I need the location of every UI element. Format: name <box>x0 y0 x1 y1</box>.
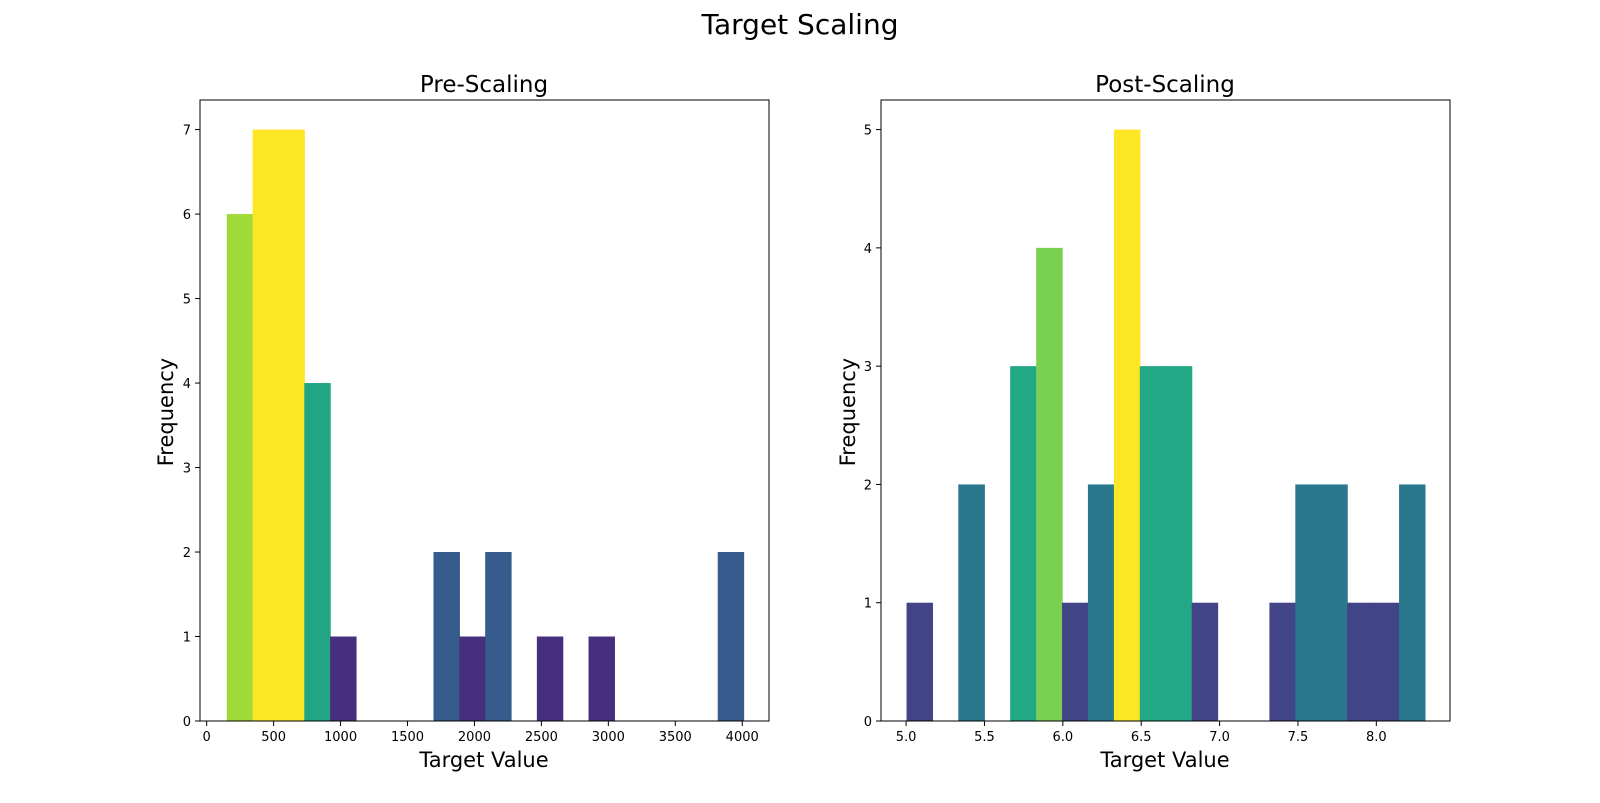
histogram-bar <box>1321 484 1348 721</box>
histogram-bar <box>1269 602 1296 721</box>
x-tick-label: 6.5 <box>1131 730 1152 745</box>
y-ticks-group: 0 1 2 3 4 5 <box>864 124 881 730</box>
y-tick-label: 2 <box>183 546 191 561</box>
histogram-bar <box>1036 247 1063 722</box>
histogram-bar <box>588 636 615 721</box>
y-tick-label: 3 <box>864 360 872 375</box>
histogram-bar <box>1347 602 1374 721</box>
y-tick-label: 3 <box>183 462 191 477</box>
histogram-bar <box>1191 602 1219 721</box>
y-tick-label: 1 <box>183 631 191 646</box>
y-axis-label: Frequency <box>836 358 860 467</box>
x-tick-label: 6.0 <box>1052 730 1073 745</box>
y-axis-label: Frequency <box>154 358 178 467</box>
histogram-bar <box>1139 366 1167 721</box>
x-tick-label: 2000 <box>458 730 491 745</box>
y-tick-label: 0 <box>864 715 872 730</box>
panel-title: Pre-Scaling <box>420 72 548 98</box>
histogram-bar <box>906 602 934 721</box>
plot-frame <box>199 99 770 722</box>
histogram-bar <box>958 484 985 721</box>
x-axis-label: Target Value <box>418 748 548 772</box>
y-ticks-group: 0 1 2 3 4 5 6 7 <box>183 124 200 730</box>
x-tick-label: 1500 <box>391 730 424 745</box>
x-tick-label: 3500 <box>659 730 692 745</box>
y-tick-label: 4 <box>864 242 872 257</box>
x-tick-label: 500 <box>261 730 286 745</box>
y-tick-label: 4 <box>183 377 191 392</box>
x-tick-label: 0 <box>203 730 211 745</box>
bars-group <box>906 129 1426 722</box>
plot-frame <box>880 99 1451 722</box>
pre-scaling-histogram: Pre-Scaling Target Value Frequency 0 500 1… <box>154 72 770 772</box>
x-ticks-group: 5.0 5.5 6.0 6.5 7.0 7.5 8.0 <box>896 721 1387 745</box>
histogram-bar <box>252 129 280 721</box>
x-tick-label: 1000 <box>324 730 357 745</box>
histogram-bar <box>304 383 331 721</box>
histogram-bar <box>1087 484 1115 721</box>
histogram-bar <box>1165 366 1193 721</box>
y-tick-label: 5 <box>864 124 872 139</box>
histogram-bar <box>536 636 564 721</box>
histogram-bar <box>1062 602 1089 721</box>
histogram-bar <box>485 552 512 721</box>
y-tick-label: 5 <box>183 293 191 308</box>
x-tick-label: 3000 <box>592 730 625 745</box>
histogram-bar <box>433 552 460 721</box>
x-tick-label: 2500 <box>525 730 558 745</box>
histogram-bar <box>330 636 357 721</box>
histogram-bar <box>1399 484 1426 721</box>
x-tick-label: 5.0 <box>896 730 917 745</box>
bars-group <box>226 129 745 721</box>
x-tick-label: 8.0 <box>1366 730 1387 745</box>
x-tick-label: 7.0 <box>1209 730 1230 745</box>
histogram-bar <box>226 214 254 721</box>
histogram-bar <box>1113 129 1141 721</box>
histogram-bar <box>1295 484 1322 721</box>
x-axis-label: Target Value <box>1099 748 1229 772</box>
figure-title: Target Scaling <box>701 8 899 41</box>
y-tick-label: 2 <box>864 478 872 493</box>
y-tick-label: 0 <box>183 715 191 730</box>
x-ticks-group: 0 500 1000 1500 2000 2500 3000 3500 4000 <box>203 721 759 745</box>
histogram-bar <box>1010 366 1037 721</box>
y-tick-label: 7 <box>183 124 191 139</box>
histogram-bar <box>278 129 305 721</box>
post-scaling-histogram: Post-Scaling Target Value Frequency 5.0 5… <box>836 72 1451 772</box>
panel-title: Post-Scaling <box>1095 72 1235 98</box>
x-tick-label: 4000 <box>726 730 759 745</box>
histogram-bar <box>459 636 486 721</box>
histogram-bar <box>1373 602 1400 721</box>
y-tick-label: 6 <box>183 208 191 223</box>
x-tick-label: 5.5 <box>974 730 995 745</box>
histogram-bar <box>717 552 745 721</box>
x-tick-label: 7.5 <box>1288 730 1309 745</box>
y-tick-label: 1 <box>864 597 872 612</box>
